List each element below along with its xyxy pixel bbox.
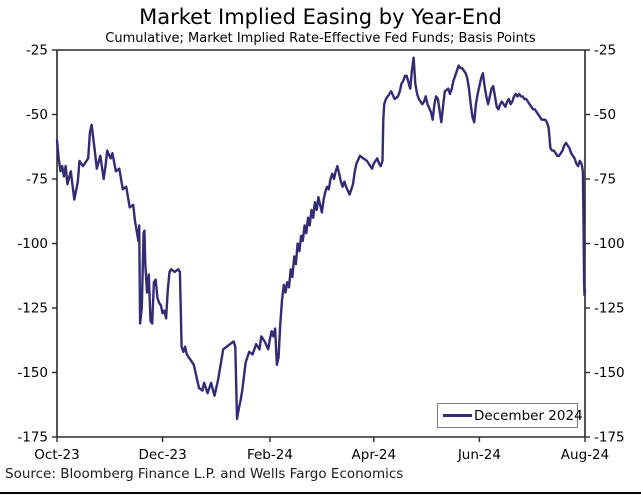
y-tick-label-right: -125	[594, 301, 625, 317]
data-line-december-2024	[55, 56, 587, 421]
legend-line-sample	[443, 413, 472, 418]
legend: December 2024	[437, 403, 583, 428]
x-tick-label: Feb-24	[247, 447, 293, 463]
y-tick-label-left: -125	[17, 301, 48, 317]
y-tick-label-right: -175	[594, 430, 625, 446]
legend-label: December 2024	[474, 407, 583, 424]
y-tick-label-left: -175	[17, 430, 48, 446]
x-tick-label: Oct-23	[34, 447, 79, 463]
y-tick-label-right: -25	[594, 43, 616, 59]
bottom-divider	[0, 492, 641, 494]
y-tick-label-left: -25	[26, 43, 48, 59]
x-tick-label: Jun-24	[457, 447, 501, 463]
source-attribution: Source: Bloomberg Finance L.P. and Wells…	[5, 466, 404, 482]
x-tick-label: Apr-24	[352, 447, 397, 463]
chart-subtitle: Cumulative; Market Implied Rate-Effectiv…	[105, 31, 536, 46]
y-tick-label-left: -150	[17, 365, 48, 381]
y-tick-label-right: -150	[594, 365, 625, 381]
y-tick-label-right: -50	[594, 107, 616, 123]
chart-title: Market Implied Easing by Year-End	[139, 5, 502, 29]
y-tick-label-right: -100	[594, 236, 625, 252]
y-tick-label-left: -50	[26, 107, 48, 123]
y-tick-label-left: -100	[17, 236, 48, 252]
y-tick-label-left: -75	[26, 172, 48, 188]
x-tick-label: Aug-24	[561, 447, 609, 463]
x-tick-label: Dec-23	[139, 447, 187, 463]
y-tick-label-right: -75	[594, 172, 616, 188]
